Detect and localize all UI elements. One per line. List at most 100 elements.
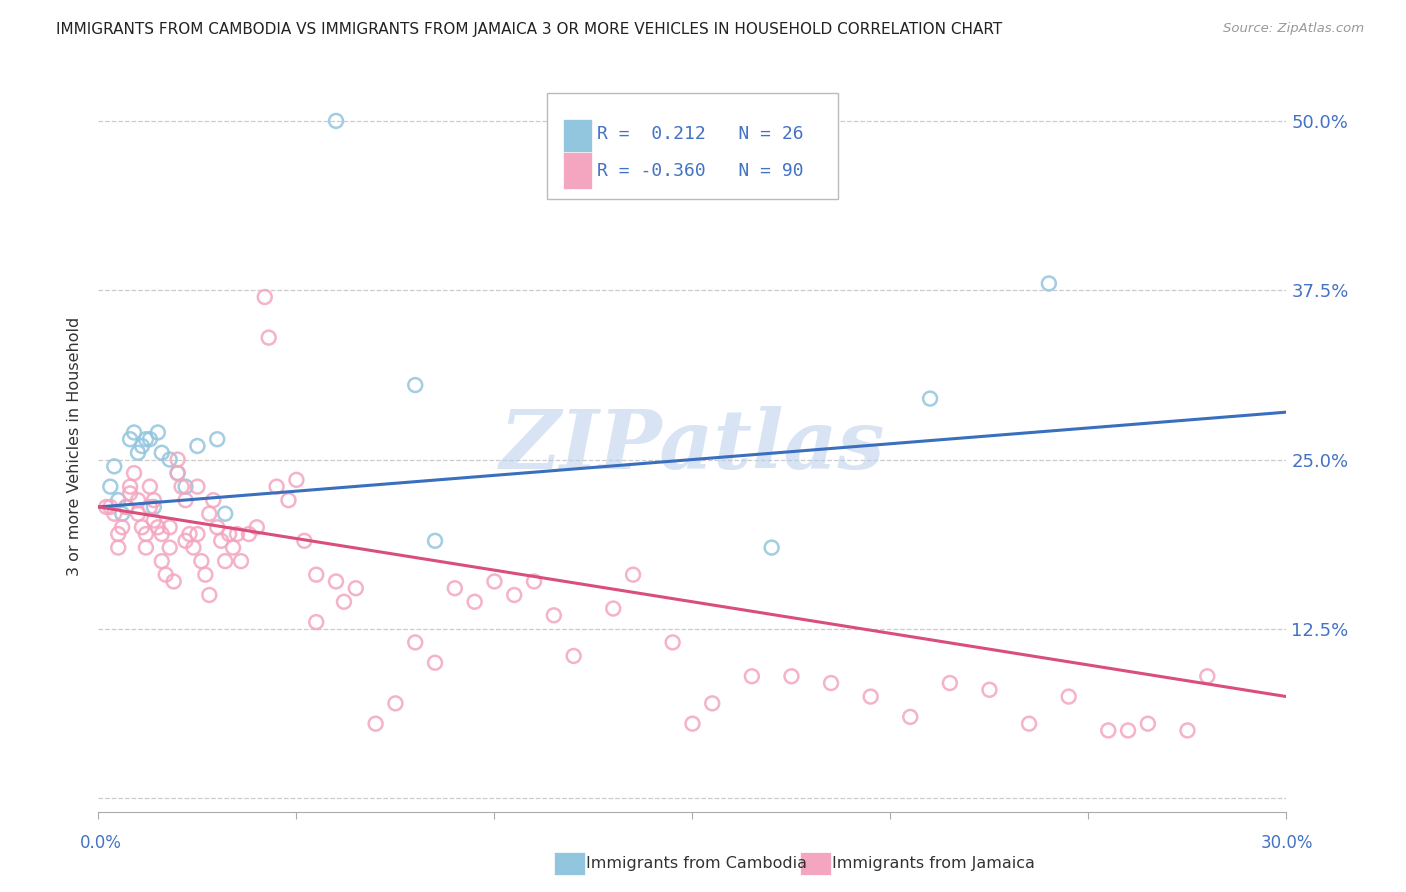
Point [285, 473, 308, 487]
Point [229, 554, 252, 568]
Point [166, 452, 188, 467]
Point [186, 480, 208, 494]
Point [127, 493, 149, 508]
Point [135, 432, 157, 446]
Point [142, 493, 165, 508]
Point [702, 697, 724, 711]
Point [166, 466, 188, 480]
Point [179, 527, 201, 541]
Point [198, 507, 221, 521]
Point [174, 493, 197, 508]
Point [344, 581, 367, 595]
Point [404, 378, 426, 392]
Point [218, 527, 240, 541]
Point [194, 567, 217, 582]
Point [222, 541, 245, 555]
Point [484, 574, 506, 589]
Point [107, 493, 129, 508]
Point [1116, 723, 1139, 738]
Point [404, 635, 426, 649]
Point [186, 439, 208, 453]
Point [103, 507, 125, 521]
Point [305, 567, 328, 582]
Text: Immigrants from Jamaica: Immigrants from Jamaica [832, 856, 1035, 871]
Point [939, 676, 962, 690]
Point [115, 500, 138, 514]
Point [602, 601, 624, 615]
Point [682, 716, 704, 731]
Point [96, 500, 118, 514]
Point [277, 493, 299, 508]
Point [202, 493, 225, 508]
Point [503, 588, 526, 602]
Point [1018, 716, 1040, 731]
Point [1038, 277, 1060, 291]
Point [621, 567, 644, 582]
Point [333, 595, 356, 609]
Point [1057, 690, 1080, 704]
Point [186, 527, 208, 541]
Point [214, 554, 236, 568]
Point [120, 432, 142, 446]
Point [214, 507, 236, 521]
Point [150, 527, 173, 541]
Point [150, 446, 173, 460]
Point [120, 486, 142, 500]
Point [120, 480, 142, 494]
Point [111, 520, 134, 534]
Point [131, 520, 153, 534]
Point [163, 574, 186, 589]
Point [384, 697, 406, 711]
Point [444, 581, 467, 595]
Point [1097, 723, 1119, 738]
Point [142, 514, 165, 528]
Point [253, 290, 276, 304]
Point [139, 480, 162, 494]
Text: R =  0.212   N = 26: R = 0.212 N = 26 [598, 125, 804, 144]
Point [209, 533, 232, 548]
Point [155, 567, 177, 582]
Point [423, 656, 446, 670]
Point [174, 533, 197, 548]
Point [127, 446, 149, 460]
Point [780, 669, 803, 683]
Y-axis label: 3 or more Vehicles in Household: 3 or more Vehicles in Household [67, 317, 83, 575]
Point [146, 425, 169, 440]
Point [98, 480, 121, 494]
Point [150, 554, 173, 568]
Point [166, 466, 188, 480]
Text: 0.0%: 0.0% [80, 834, 122, 852]
Point [107, 541, 129, 555]
Point [543, 608, 565, 623]
Point [423, 533, 446, 548]
Point [174, 480, 197, 494]
Point [523, 574, 546, 589]
Point [207, 520, 229, 534]
Text: ZIPatlas: ZIPatlas [499, 406, 886, 486]
Point [146, 520, 169, 534]
Point [135, 541, 157, 555]
Point [741, 669, 763, 683]
Point [198, 588, 221, 602]
Point [661, 635, 683, 649]
Point [142, 500, 165, 514]
Point [111, 507, 134, 521]
Point [103, 459, 125, 474]
Point [122, 425, 145, 440]
Text: Source: ZipAtlas.com: Source: ZipAtlas.com [1223, 22, 1364, 36]
Point [159, 520, 181, 534]
Point [190, 554, 212, 568]
Point [107, 527, 129, 541]
Point [183, 541, 205, 555]
Text: Immigrants from Cambodia: Immigrants from Cambodia [586, 856, 807, 871]
Point [246, 520, 269, 534]
Point [859, 690, 882, 704]
Point [761, 541, 783, 555]
Point [207, 432, 229, 446]
Point [325, 574, 347, 589]
Point [1177, 723, 1199, 738]
Point [364, 716, 387, 731]
Text: R = -0.360   N = 90: R = -0.360 N = 90 [598, 161, 804, 179]
Point [170, 480, 193, 494]
Point [920, 392, 942, 406]
